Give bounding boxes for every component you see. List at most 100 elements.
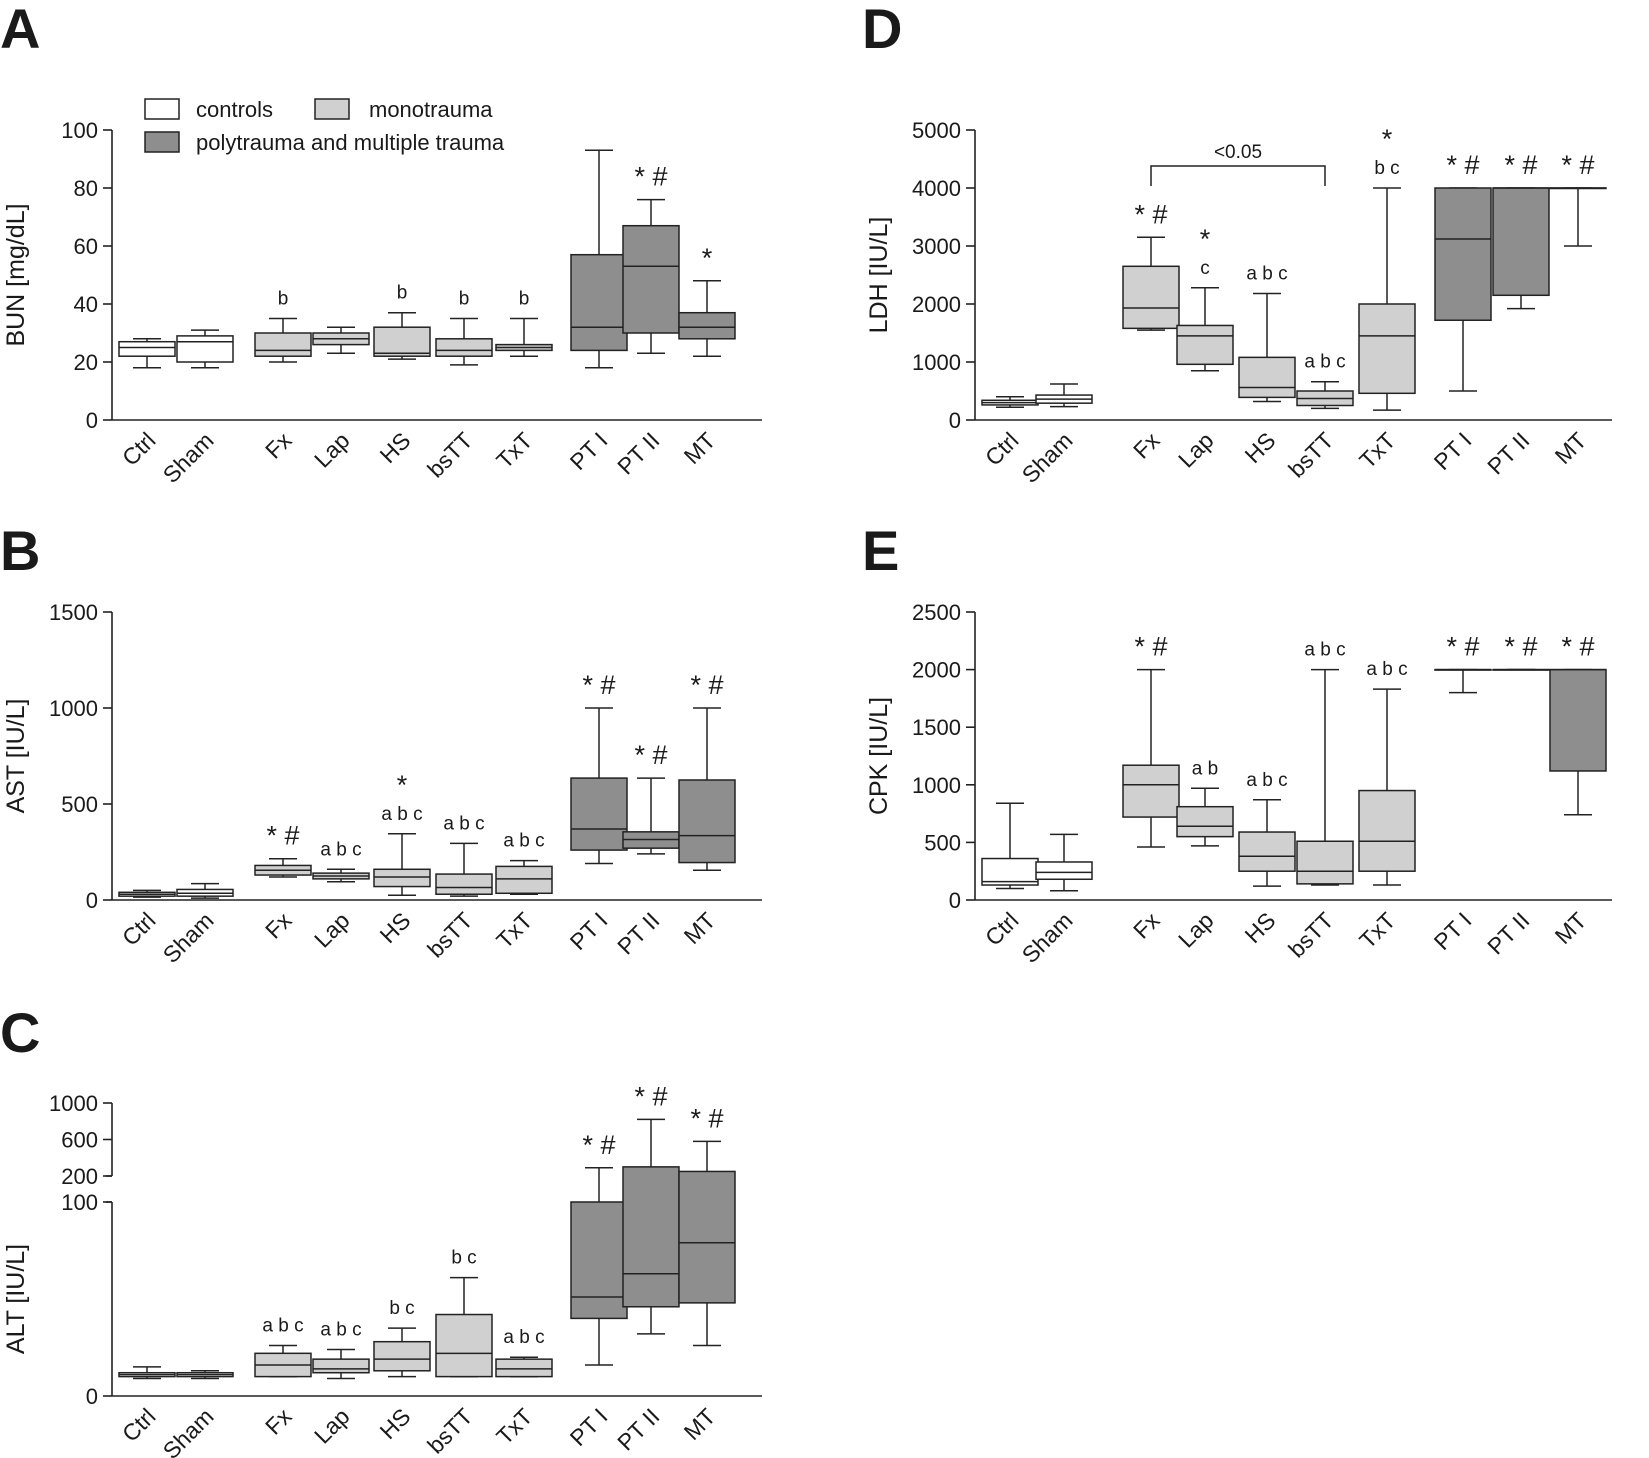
significance-label-txt: b c bbox=[1374, 158, 1399, 179]
x-tick-label-hs: HS bbox=[1240, 427, 1281, 468]
box-bstt bbox=[435, 338, 493, 357]
x-tick-label-pt-i: PT I bbox=[565, 427, 613, 475]
box-bstt bbox=[435, 1313, 493, 1378]
significance-label-mt: * # bbox=[690, 670, 723, 700]
x-tick-label-sham: Sham bbox=[158, 1403, 219, 1458]
x-tick-label-pt-i: PT I bbox=[1429, 907, 1477, 955]
x-tick-label-hs: HS bbox=[1240, 907, 1281, 948]
y-tick-label: 4000 bbox=[912, 176, 961, 201]
x-tick-label-mt: MT bbox=[679, 907, 721, 949]
x-tick-label-pt-ii: PT II bbox=[612, 1403, 664, 1455]
y-tick-label: 0 bbox=[949, 408, 961, 433]
box-mt bbox=[678, 311, 736, 340]
significance-label-pt-ii: * # bbox=[1504, 150, 1537, 180]
x-tick-label-bstt: bsTT bbox=[422, 1403, 477, 1458]
legend-swatch-monotrauma bbox=[314, 98, 350, 120]
significance-label-bstt: b bbox=[459, 289, 470, 310]
x-tick-label-bstt: bsTT bbox=[1283, 427, 1338, 482]
x-tick-label-hs: HS bbox=[375, 427, 416, 468]
x-tick-label-bstt: bsTT bbox=[422, 427, 477, 482]
box-hs bbox=[1238, 831, 1296, 872]
panel-letter-a: A bbox=[0, 0, 40, 60]
x-tick-label-pt-i: PT I bbox=[565, 907, 613, 955]
significance-label-pt-ii: * # bbox=[1504, 632, 1537, 662]
box-lap bbox=[1176, 324, 1234, 366]
box-sham bbox=[176, 335, 234, 363]
box-mt bbox=[678, 1170, 736, 1304]
box-pt-ii bbox=[1492, 187, 1550, 297]
x-tick-label-lap: Lap bbox=[309, 907, 355, 953]
x-tick-label-txt: TxT bbox=[491, 427, 537, 473]
significance-label-fx: b bbox=[278, 289, 289, 310]
significance-label-mt: * bbox=[702, 243, 713, 273]
y-tick-label: 600 bbox=[61, 1128, 98, 1153]
significance-label-lap: a b bbox=[1192, 758, 1218, 779]
x-tick-label-bstt: bsTT bbox=[1283, 907, 1338, 962]
significance-label-pt-i: * # bbox=[582, 1130, 615, 1160]
box-fx bbox=[254, 332, 312, 357]
significance-label-pt-ii: * # bbox=[634, 162, 667, 192]
x-tick-label-sham: Sham bbox=[1017, 907, 1078, 968]
x-tick-label-ctrl: Ctrl bbox=[980, 427, 1024, 471]
box-fx bbox=[1122, 764, 1180, 818]
significance-label-bstt: a b c bbox=[443, 813, 484, 834]
significance-label-txt: a b c bbox=[1366, 659, 1407, 680]
panel-letter-d: D bbox=[862, 0, 902, 60]
x-tick-label-mt: MT bbox=[679, 427, 721, 469]
box-hs bbox=[373, 868, 431, 888]
box-pt-ii bbox=[622, 224, 680, 334]
y-tick-label: 0 bbox=[86, 888, 98, 913]
significance-label-lap: * bbox=[1200, 224, 1211, 254]
x-tick-label-pt-ii: PT II bbox=[612, 427, 664, 479]
y-tick-label: 2500 bbox=[912, 600, 961, 625]
box-pt-i bbox=[1434, 187, 1492, 321]
x-tick-label-bstt: bsTT bbox=[422, 907, 477, 962]
box-txt bbox=[1358, 789, 1416, 872]
y-tick-label: 500 bbox=[924, 830, 961, 855]
significance-label-bstt: b c bbox=[451, 1248, 476, 1269]
x-tick-label-lap: Lap bbox=[309, 1403, 355, 1449]
box-pt-i bbox=[570, 777, 628, 851]
x-tick-label-pt-i: PT I bbox=[1429, 427, 1477, 475]
box-ctrl bbox=[981, 857, 1039, 886]
x-tick-label-ctrl: Ctrl bbox=[117, 1403, 161, 1447]
x-tick-label-pt-ii: PT II bbox=[612, 907, 664, 959]
x-tick-label-lap: Lap bbox=[309, 427, 355, 473]
y-tick-label: 1000 bbox=[49, 1091, 98, 1116]
significance-label-hs: * bbox=[397, 770, 408, 800]
box-bstt bbox=[1296, 840, 1354, 885]
x-tick-label-txt: TxT bbox=[1354, 907, 1400, 953]
y-tick-label: 1500 bbox=[49, 600, 98, 625]
significance-label-txt: a b c bbox=[503, 831, 544, 852]
significance-label-mt: * # bbox=[690, 1103, 723, 1133]
box-txt bbox=[1358, 303, 1416, 395]
box-txt bbox=[495, 1358, 553, 1378]
y-axis-title: LDH [IU/L] bbox=[865, 217, 893, 334]
significance-label-bstt: a b c bbox=[1304, 352, 1345, 373]
significance-label-fx: a b c bbox=[262, 1316, 303, 1337]
x-tick-label-fx: Fx bbox=[260, 907, 297, 944]
significance-label-hs: b bbox=[397, 283, 408, 304]
significance-label-hs: b c bbox=[389, 1298, 414, 1319]
x-tick-label-pt-i: PT I bbox=[565, 1403, 613, 1451]
significance-label-pt-ii: * # bbox=[634, 1081, 667, 1111]
significance-label-lap: a b c bbox=[320, 839, 361, 860]
significance-label-fx: * # bbox=[1134, 199, 1167, 229]
y-tick-label: 0 bbox=[86, 1384, 98, 1409]
y-tick-label: 100 bbox=[61, 1190, 98, 1215]
box-ctrl bbox=[118, 340, 176, 357]
y-axis-title: AST [IU/L] bbox=[2, 699, 30, 814]
panel-letter-e: E bbox=[862, 519, 899, 582]
box-mt bbox=[1549, 668, 1607, 772]
y-tick-label: 5000 bbox=[912, 118, 961, 143]
y-tick-label: 1000 bbox=[912, 350, 961, 375]
significance-label-mt: * # bbox=[1561, 150, 1594, 180]
significance-label-fx: * # bbox=[1134, 632, 1167, 662]
y-tick-label: 2000 bbox=[912, 658, 961, 683]
box-pt-i bbox=[570, 1201, 628, 1320]
significance-label-pt-ii: * # bbox=[634, 740, 667, 770]
significance-label-mt: * # bbox=[1561, 632, 1594, 662]
significance-label-lap: a b c bbox=[320, 1319, 361, 1340]
